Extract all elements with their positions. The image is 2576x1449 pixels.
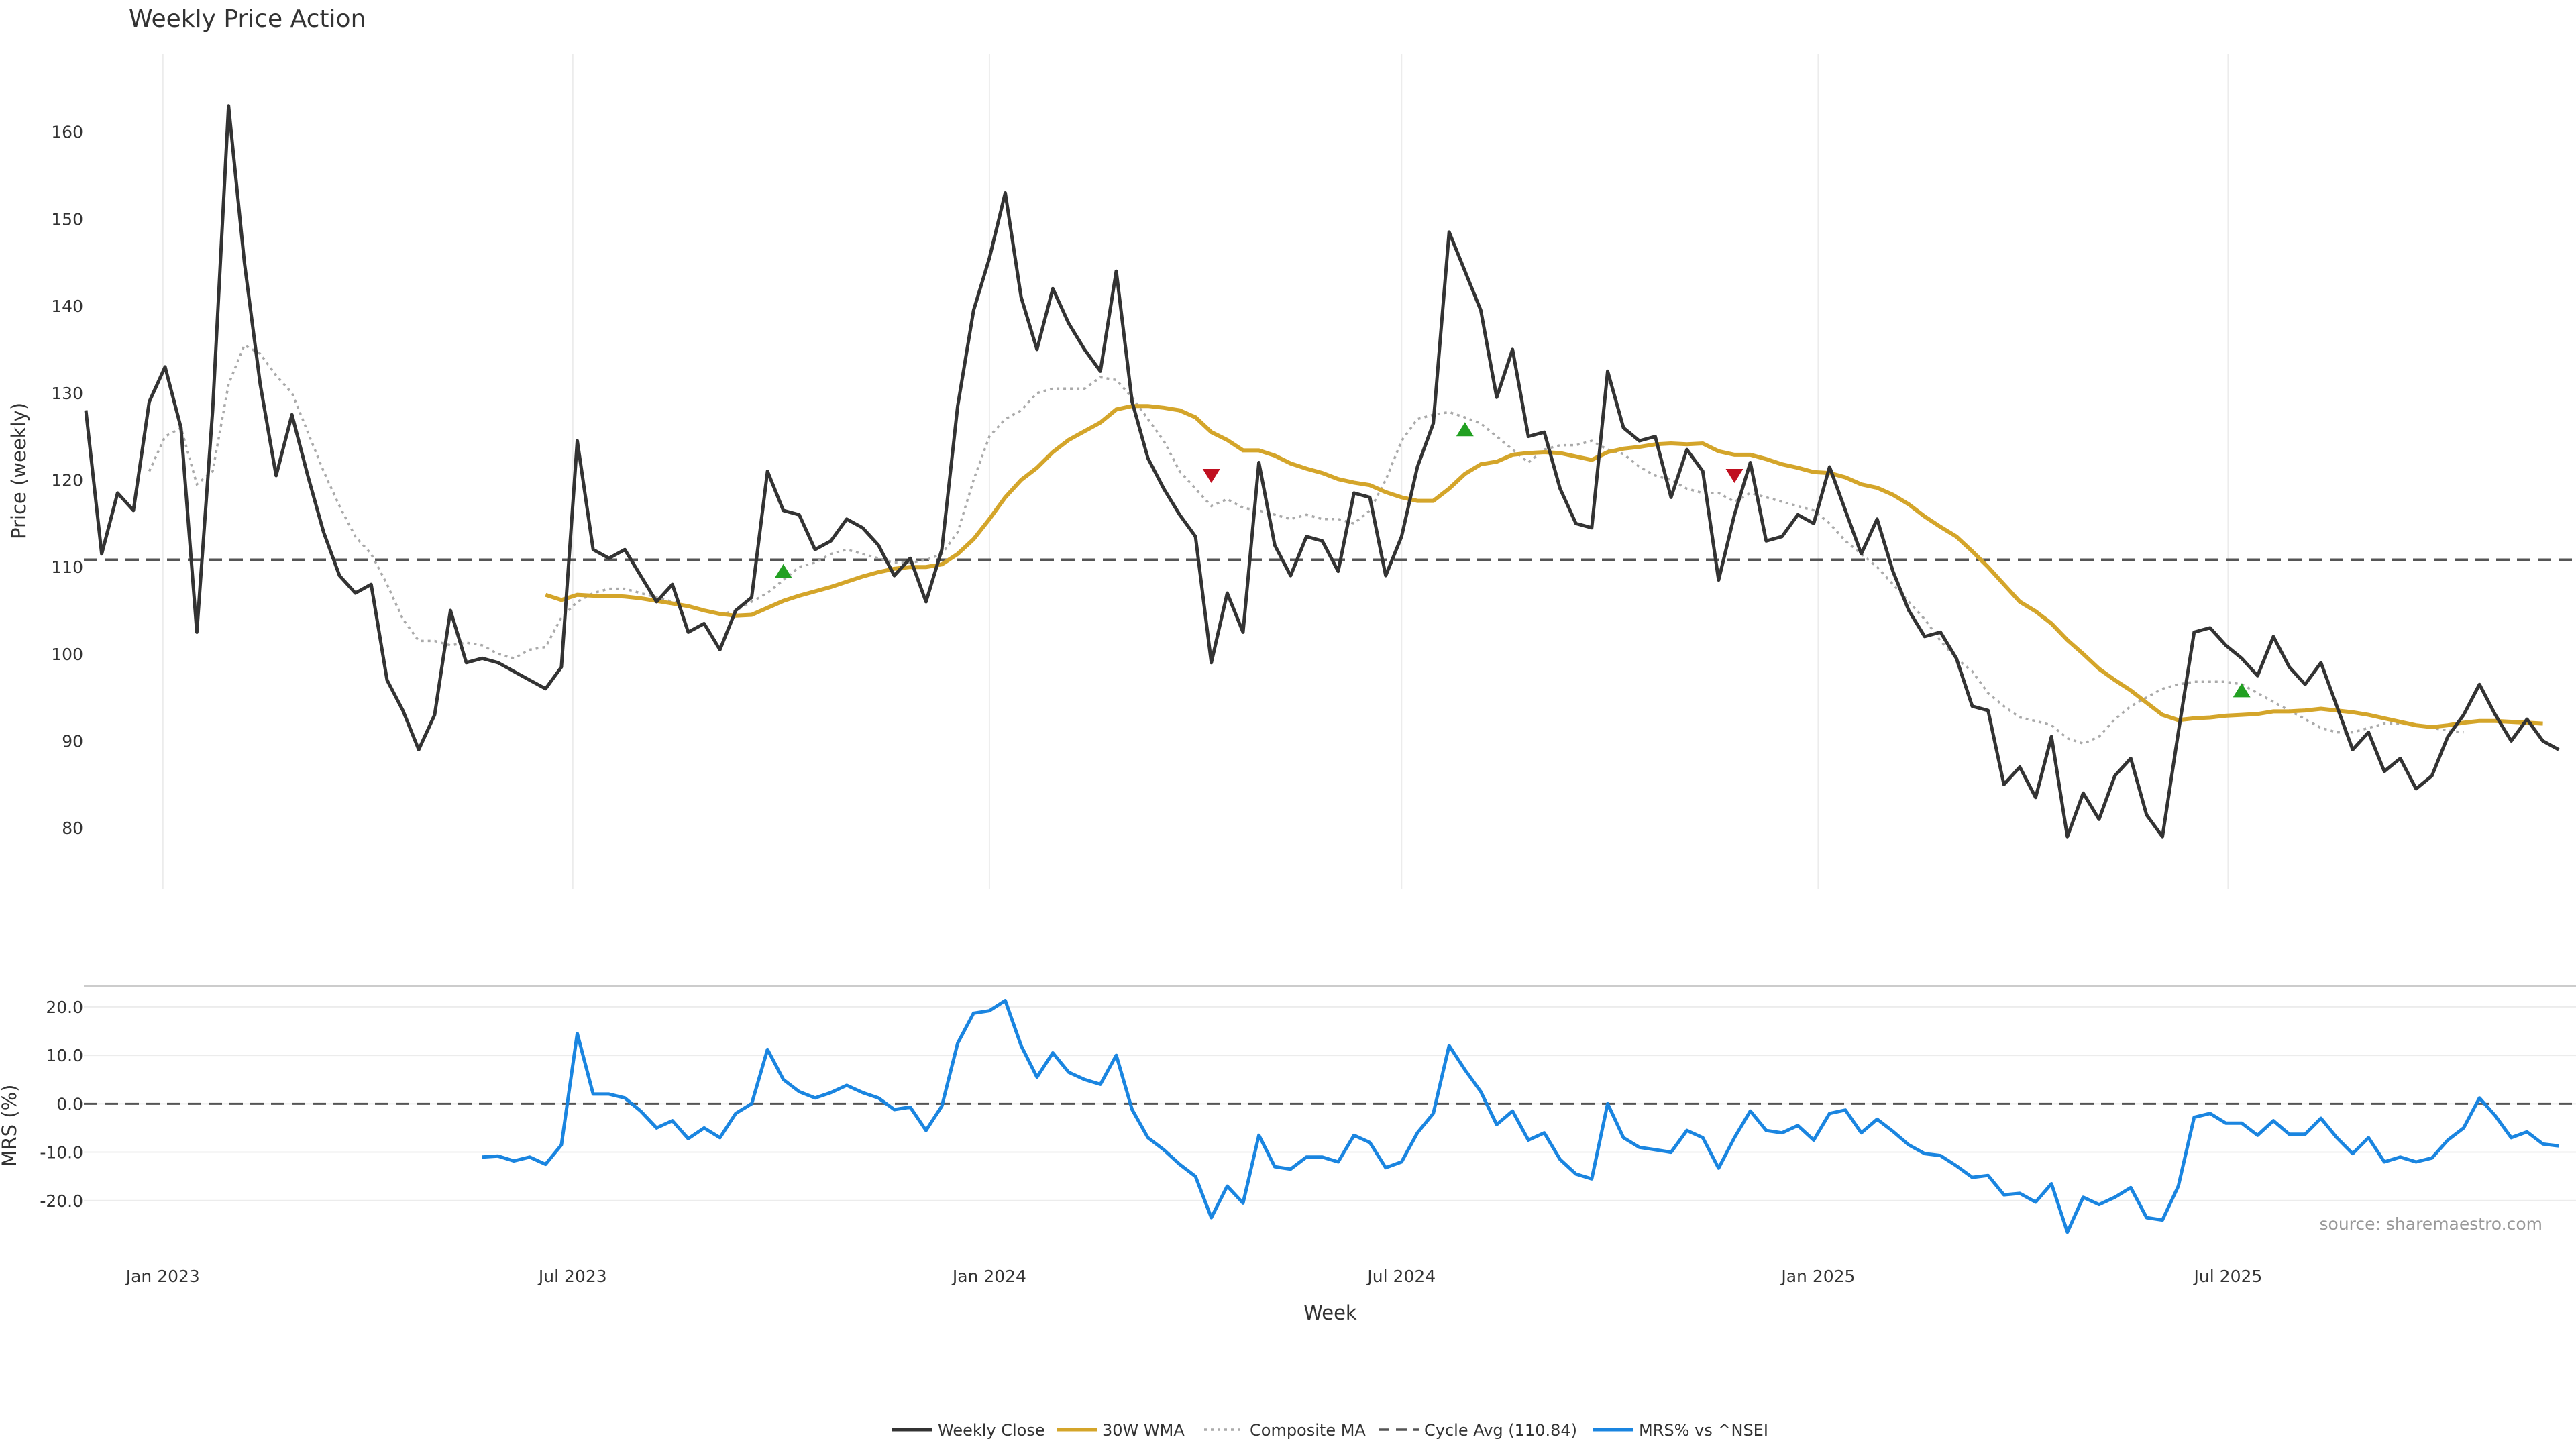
legend: Weekly Close 30W WMA Composite MA Cycle Avg…: [892, 1421, 1768, 1440]
mrs-y-axis-label: MRS (%): [0, 1085, 21, 1167]
price-y-tick-label: 100: [51, 645, 83, 664]
x-tick-label: Jan 2023: [125, 1267, 200, 1286]
legend-label: MRS% vs ^NSEI: [1639, 1421, 1768, 1440]
legend-label: Weekly Close: [938, 1421, 1045, 1440]
buy-signal-marker: [774, 564, 792, 578]
price-y-tick-label: 90: [62, 732, 83, 751]
chart-title: Weekly Price Action: [129, 5, 366, 33]
price-y-tick-label: 160: [51, 123, 83, 142]
weekly-close-line: [84, 104, 2560, 839]
price-y-tick-label: 150: [51, 209, 83, 229]
price-y-tick-label: 140: [51, 297, 83, 316]
x-tick-label: Jan 2025: [1780, 1267, 1855, 1286]
legend-label: Composite MA: [1250, 1421, 1366, 1440]
x-tick-label: Jul 2023: [537, 1267, 607, 1286]
mrs-y-tick-label: -10.0: [40, 1143, 83, 1163]
mrs-y-tick-label: 0.0: [56, 1094, 83, 1114]
price-y-tick-label: 130: [51, 384, 83, 403]
wma-line: [545, 404, 2543, 729]
x-axis-label: Week: [1303, 1301, 1357, 1324]
sell-signal-marker: [1725, 468, 1743, 483]
mrs-y-tick-label: 20.0: [46, 998, 83, 1017]
mrs-line: [482, 999, 2559, 1234]
x-tick-label: Jan 2024: [951, 1267, 1026, 1286]
price-y-tick-label: 110: [51, 557, 83, 577]
x-tick-label: Jul 2024: [1366, 1267, 1436, 1286]
legend-label: 30W WMA: [1102, 1421, 1185, 1440]
mrs-panel: 20.0 10.0 0.0 -10.0 -20.0 MRS (%) source: sh…: [0, 985, 2576, 1234]
buy-signal-marker: [1456, 422, 1474, 437]
mrs-y-tick-label: -20.0: [40, 1191, 83, 1211]
legend-label: Cycle Avg (110.84): [1424, 1421, 1577, 1440]
composite-ma-line: [148, 343, 2464, 745]
price-panel: 80 90 100 110 120 130 140 150 160 Price (weekly): [7, 54, 2576, 889]
x-tick-label: Jul 2025: [2193, 1267, 2263, 1286]
price-y-tick-label: 80: [62, 818, 83, 838]
buy-signal-marker: [2233, 683, 2251, 698]
mrs-y-tick-label: 10.0: [46, 1046, 83, 1065]
source-note: source: sharemaestro.com: [2320, 1214, 2543, 1234]
price-y-axis-label: Price (weekly): [7, 402, 30, 539]
sell-signal-marker: [1202, 468, 1220, 483]
price-y-tick-label: 120: [51, 470, 83, 490]
